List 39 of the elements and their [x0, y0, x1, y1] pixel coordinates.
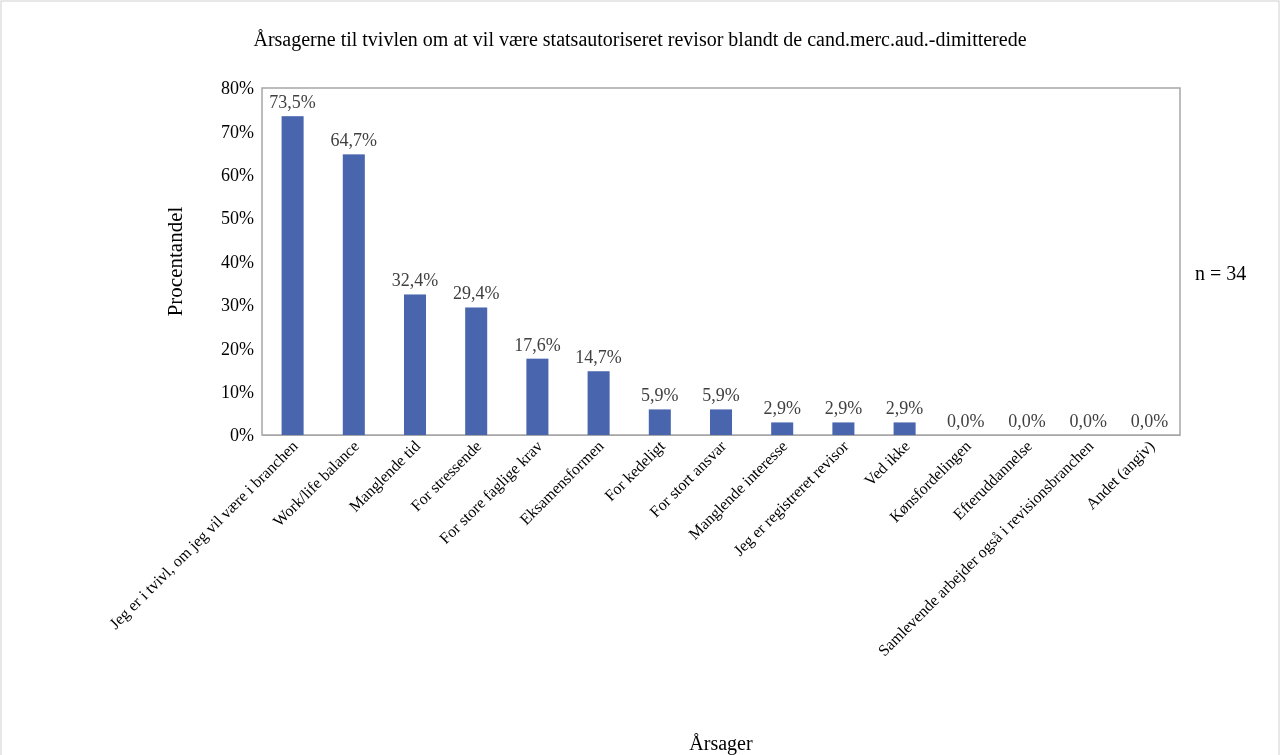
bar [403, 294, 427, 435]
y-tick-label: 60% [221, 165, 254, 186]
data-label: 2,9% [763, 398, 801, 419]
bar [771, 422, 794, 435]
bar [281, 116, 304, 435]
y-tick-label: 0% [230, 425, 254, 446]
y-tick-label: 50% [221, 208, 254, 229]
chart-title: Årsagerne til tvivlen om at vil være statsautoriseret revisor blandt de cand.merc.aud.-dimitterede [253, 28, 1027, 51]
y-tick-label: 30% [221, 295, 254, 316]
data-label: 14,7% [575, 347, 622, 368]
data-label: 2,9% [824, 398, 863, 419]
y-tick-label: 10% [221, 381, 254, 402]
bar [832, 422, 855, 435]
bar [526, 358, 549, 435]
data-label: 5,9% [702, 385, 740, 406]
bar [893, 422, 916, 435]
bar [587, 371, 610, 435]
data-label: 0,0% [1008, 411, 1046, 431]
x-axis-title: Årsager [689, 732, 753, 755]
bar [648, 409, 671, 435]
y-tick-label: 80% [221, 78, 254, 99]
data-label: 64,7% [330, 130, 378, 151]
data-label: 0,0% [947, 411, 985, 431]
data-label: 17,6% [514, 334, 561, 355]
y-tick-label: 20% [221, 338, 254, 359]
bar [465, 307, 488, 435]
data-label: 0,0% [1069, 411, 1107, 431]
y-tick-label: 70% [221, 121, 254, 142]
bar [342, 154, 365, 435]
y-tick-label: 40% [221, 251, 254, 272]
data-label: 2,9% [885, 398, 924, 419]
data-label: 0,0% [1130, 411, 1169, 431]
bar [709, 409, 733, 435]
y-axis-title: Procentandel [163, 206, 187, 317]
data-label: 73,5% [269, 92, 316, 113]
text: n = 34 [1195, 262, 1247, 284]
data-label: 5,9% [641, 385, 679, 406]
data-label: 32,4% [391, 270, 439, 291]
data-label: 29,4% [452, 283, 500, 304]
